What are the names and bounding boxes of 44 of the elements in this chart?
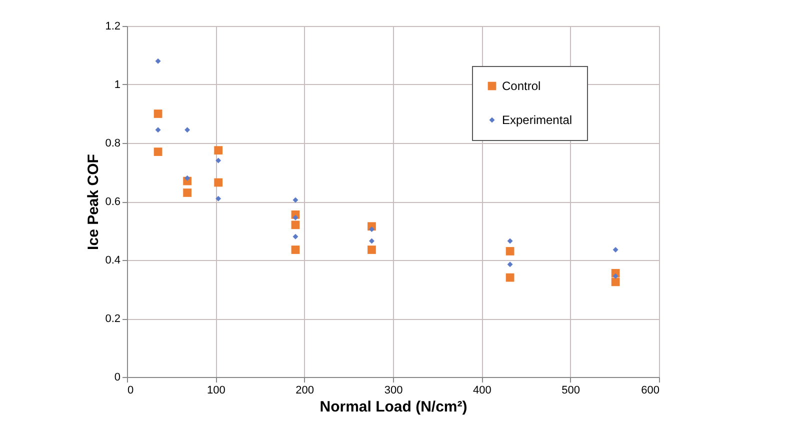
x-axis-title: Normal Load (N/cm²) — [320, 398, 468, 416]
x-tick-label: 400 — [472, 384, 492, 396]
point — [368, 246, 376, 254]
point — [214, 146, 223, 154]
point — [291, 246, 300, 254]
point — [368, 226, 374, 232]
y-tick-label: 1.2 — [105, 20, 120, 32]
point — [184, 127, 190, 133]
point — [216, 158, 222, 164]
point — [214, 178, 223, 187]
point — [155, 127, 161, 133]
point — [506, 247, 514, 256]
point — [292, 214, 298, 220]
y-tick-label: 0 — [114, 372, 120, 384]
point — [291, 220, 300, 230]
point — [612, 273, 618, 279]
x-tick-label: 300 — [384, 384, 403, 396]
y-tick-label: 0.4 — [105, 254, 120, 266]
legend-label: Control — [502, 79, 541, 93]
x-tick-label: 100 — [206, 384, 226, 396]
point — [183, 188, 192, 197]
point — [216, 196, 222, 202]
point — [155, 58, 161, 64]
y-tick-label: 1 — [114, 79, 120, 91]
legend-label: Experimental — [502, 113, 572, 127]
y-axis-title: Ice Peak COF — [85, 154, 102, 250]
x-tick-label: 500 — [562, 384, 580, 396]
point — [154, 110, 162, 118]
y-tick-label: 0.2 — [105, 313, 120, 325]
x-tick-label: 0 — [128, 384, 134, 396]
point — [506, 273, 514, 282]
point — [154, 148, 162, 156]
point — [507, 262, 513, 268]
point — [184, 175, 190, 181]
point — [292, 234, 298, 240]
y-tick-label: 0.8 — [105, 138, 120, 150]
point — [292, 197, 298, 203]
x-tick-label: 600 — [641, 384, 660, 396]
point — [611, 278, 620, 286]
y-tick-label: 0.6 — [105, 196, 120, 208]
point — [612, 247, 618, 252]
point — [507, 238, 513, 244]
x-tick-label: 200 — [296, 384, 314, 396]
point — [368, 238, 374, 244]
